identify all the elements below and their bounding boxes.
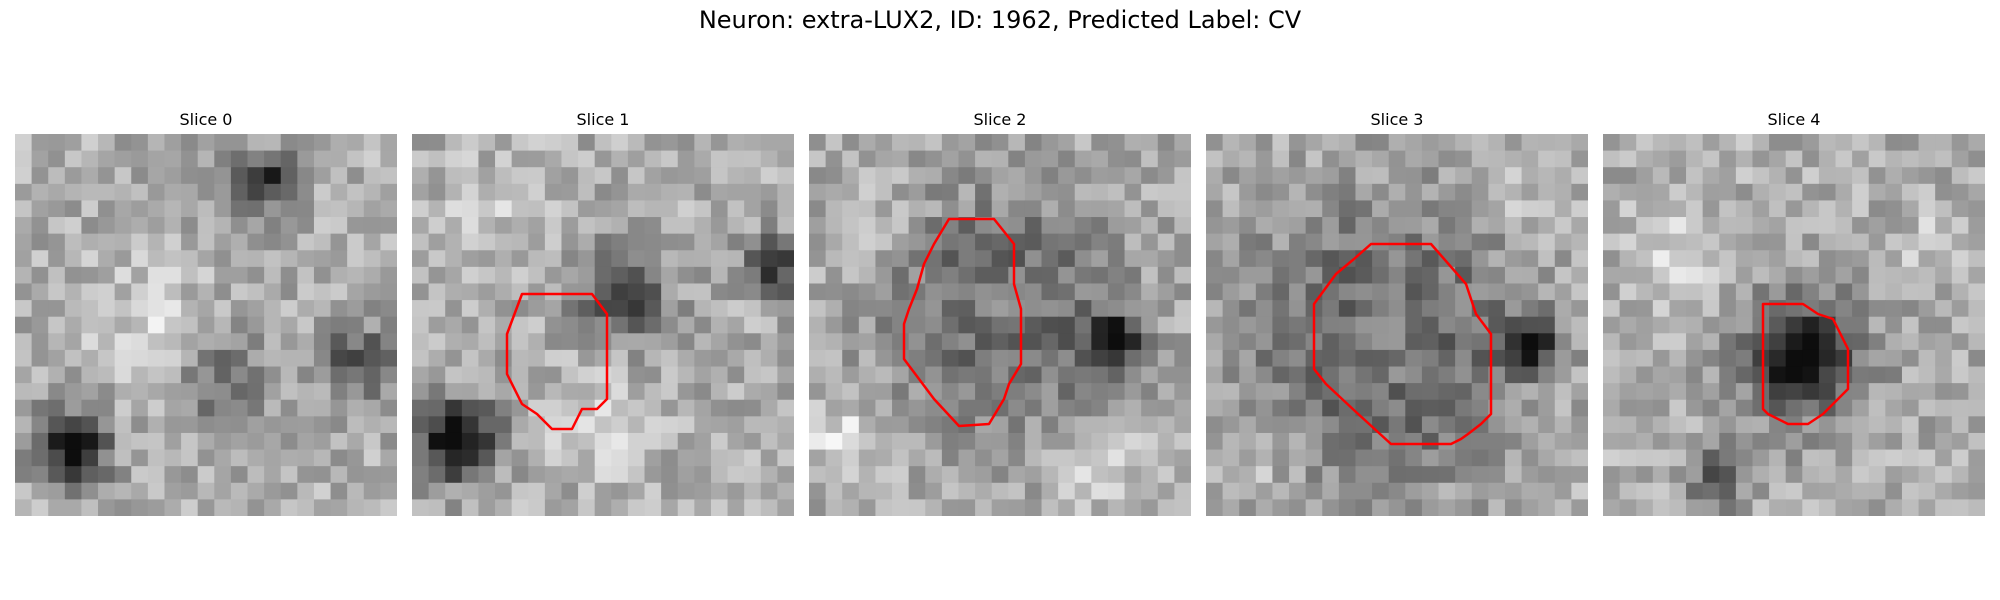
slice-image-0 [15,134,397,516]
cell-contour-2 [902,217,1023,428]
cell-contour-1 [505,292,609,431]
slice-title-0: Slice 0 [179,110,233,129]
cell-contour-3 [1312,242,1493,446]
slice-image-1 [412,134,794,516]
slice-image-4 [1603,134,1985,516]
slice-title-4: Slice 4 [1767,110,1821,129]
slice-image-3 [1206,134,1588,516]
slice-title-1: Slice 1 [576,110,630,129]
slice-image-2 [809,134,1191,516]
slice-title-2: Slice 2 [973,110,1027,129]
figure-title: Neuron: extra-LUX2, ID: 1962, Predicted … [698,6,1302,34]
slice-title-3: Slice 3 [1370,110,1424,129]
cell-contour-4 [1761,302,1850,426]
